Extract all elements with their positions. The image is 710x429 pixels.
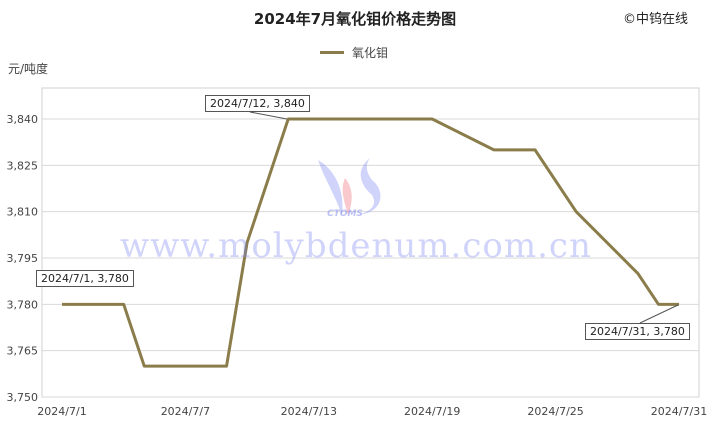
- annotation-max: 2024/7/12, 3,840: [205, 95, 310, 112]
- legend: 氧化钼: [320, 44, 388, 61]
- x-tick-label: 2024/7/7: [161, 405, 210, 418]
- watermark: www.molybdenum.com.cn: [120, 226, 592, 266]
- y-tick-label: 3,825: [7, 159, 39, 172]
- logo-mark: [318, 160, 343, 215]
- legend-swatch: [320, 51, 344, 54]
- x-tick-label: 2024/7/31: [651, 405, 707, 418]
- y-tick-label: 3,780: [7, 298, 39, 311]
- annotation-start: 2024/7/1, 3,780: [36, 270, 134, 287]
- x-tick-label: 2024/7/19: [404, 405, 460, 418]
- chart-title: 2024年7月氧化钼价格走势图: [253, 10, 457, 28]
- y-axis-label: 元/吨度: [8, 62, 49, 76]
- y-tick-label: 3,810: [7, 206, 39, 219]
- copyright: ©中钨在线: [622, 12, 688, 27]
- logo-mark: [342, 178, 352, 215]
- logo-mark: [358, 158, 381, 215]
- annotation-leader: [249, 111, 288, 120]
- y-tick-label: 3,840: [7, 113, 39, 126]
- x-tick-label: 2024/7/13: [281, 405, 337, 418]
- x-tick-label: 2024/7/25: [527, 405, 583, 418]
- logo-text: CTOMS: [327, 209, 363, 219]
- x-tick-label: 2024/7/1: [37, 405, 86, 418]
- y-tick-label: 3,795: [7, 252, 39, 265]
- annotation-leader: [639, 304, 679, 324]
- y-tick-label: 3,765: [7, 345, 39, 358]
- annotation-end: 2024/7/31, 3,780: [585, 323, 690, 340]
- y-tick-label: 3,750: [7, 391, 39, 404]
- legend-label: 氧化钼: [352, 46, 389, 60]
